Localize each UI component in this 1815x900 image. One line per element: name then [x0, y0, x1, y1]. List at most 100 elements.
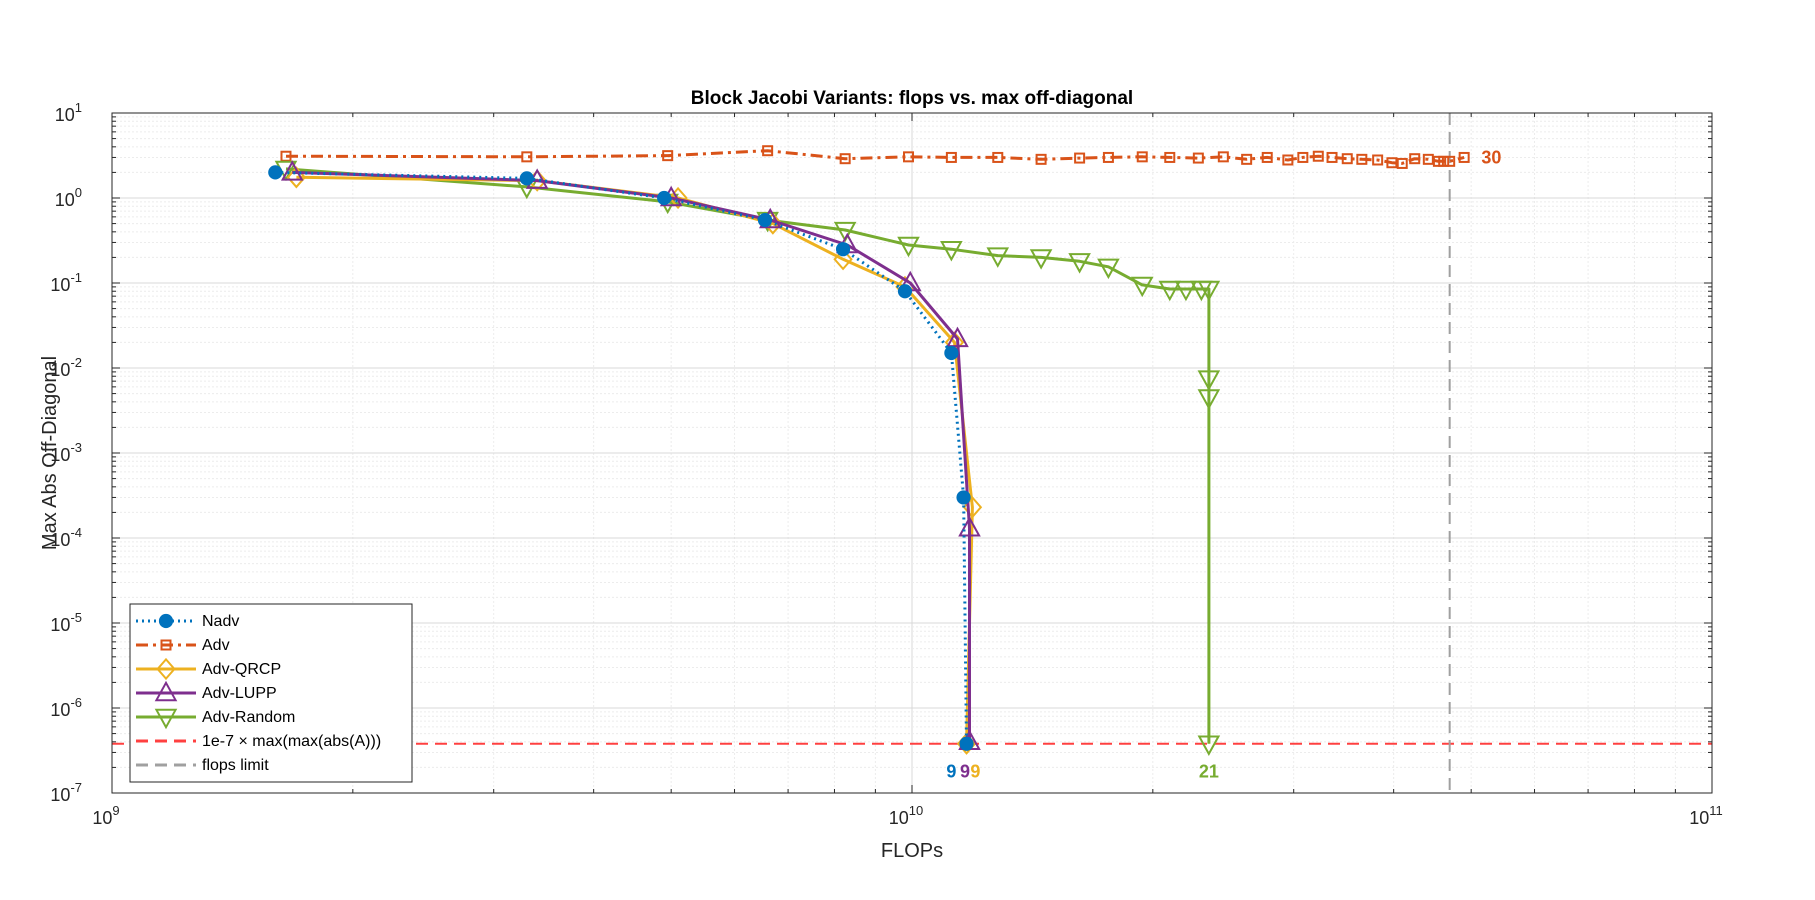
legend-marker — [154, 680, 178, 702]
iteration-count-label: 21 — [1199, 761, 1219, 781]
data-point-adv — [1241, 153, 1253, 165]
data-point-adv-random — [1197, 389, 1221, 410]
data-point-adv-random — [1197, 735, 1221, 756]
legend-label: Adv — [202, 637, 230, 654]
data-point-adv — [992, 151, 1004, 163]
data-point-adv — [762, 145, 774, 157]
data-point-adv-lupp — [946, 326, 969, 348]
y-tick-label: 101 — [55, 100, 82, 125]
data-point-adv-qrcp — [833, 248, 853, 271]
legend-marker — [156, 657, 176, 681]
y-tick-label: 10-5 — [50, 610, 82, 635]
data-point-adv — [1136, 151, 1148, 163]
y-tick-label: 10-3 — [50, 440, 82, 465]
data-point-adv — [1102, 151, 1114, 163]
legend-item-adv-qrcp: Adv-QRCP — [136, 657, 281, 681]
data-point-adv — [1438, 155, 1450, 167]
data-point-adv — [1422, 153, 1434, 165]
grid — [111, 113, 1712, 794]
legend-item-flops-limit: flops limit — [136, 757, 269, 774]
legend-marker — [158, 613, 174, 629]
data-point-adv-lupp — [280, 160, 304, 181]
data-point-nadv — [835, 242, 851, 257]
data-point-nadv — [757, 212, 773, 228]
data-point-adv-random — [1158, 280, 1182, 302]
data-point-adv — [1074, 152, 1086, 164]
legend-label: Adv-QRCP — [202, 661, 281, 678]
data-point-adv-random — [1097, 258, 1120, 280]
data-point-nadv — [519, 171, 534, 186]
data-point-adv — [903, 151, 915, 163]
data-point-nadv — [897, 284, 913, 299]
data-point-adv-random — [1174, 280, 1198, 302]
x-axis-label: FLOPs — [881, 840, 943, 862]
x-tick-label: 109 — [92, 803, 119, 828]
data-point-adv — [1312, 150, 1324, 162]
annotations: 9 9 9 21 30 — [946, 147, 1501, 781]
data-point-adv-lupp — [958, 516, 981, 537]
legend-marker — [160, 639, 172, 651]
legend-label: flops limit — [202, 757, 269, 774]
data-point-adv — [1297, 151, 1309, 163]
data-point-adv — [1282, 154, 1294, 166]
series-adv — [280, 145, 1470, 169]
legend-label: Nadv — [202, 613, 239, 630]
legend-label: Adv-Random — [202, 709, 295, 726]
y-tick-label: 100 — [55, 185, 82, 210]
legend-item-adv-random: Adv-Random — [136, 708, 295, 730]
data-point-nadv — [657, 190, 672, 206]
series-nadv — [268, 165, 974, 751]
ticks: 109 1010 1011 101 100 10-1 10-2 10-3 10-4 10-5 10-… — [50, 100, 1722, 828]
data-point-adv-random — [1068, 253, 1091, 274]
data-point-adv — [521, 151, 533, 163]
data-point-adv — [1458, 151, 1470, 163]
data-point-nadv — [268, 165, 283, 180]
data-point-adv — [1035, 153, 1047, 165]
data-point-adv-random — [1130, 276, 1154, 298]
iteration-count-label: 30 — [1481, 147, 1501, 167]
data-point-adv — [1192, 152, 1204, 164]
legend-item-nadv: Nadv — [136, 613, 239, 630]
data-point-adv — [945, 151, 957, 163]
legend-label: Adv-LUPP — [202, 685, 277, 702]
legend-item-adv: Adv — [136, 637, 230, 654]
y-tick-label: 10-2 — [50, 355, 82, 380]
data-point-adv — [1341, 153, 1353, 165]
y-axis-label: Max Abs Off-Diagonal — [39, 356, 61, 550]
data-point-adv — [839, 153, 851, 165]
data-point-adv-random — [940, 240, 963, 262]
legend-item-1e-7-max-max-abs-a: 1e-7 × max(max(abs(A))) — [136, 733, 381, 750]
y-tick-label: 10-4 — [50, 525, 82, 550]
legend-marker — [154, 708, 178, 730]
data-point-adv — [1326, 151, 1338, 163]
legend-item-adv-lupp: Adv-LUPP — [136, 680, 277, 702]
y-tick-label: 10-7 — [50, 780, 82, 805]
data-point-adv — [1164, 151, 1176, 163]
data-point-adv-random — [1197, 280, 1221, 302]
iteration-count-label: 9 — [960, 761, 970, 781]
series-group — [268, 145, 1470, 756]
data-point-adv — [1261, 151, 1273, 163]
data-point-adv — [1217, 151, 1229, 163]
data-point-nadv — [956, 490, 971, 505]
iteration-count-label: 9 — [946, 761, 956, 781]
legend-label: 1e-7 × max(max(abs(A))) — [202, 733, 381, 750]
data-point-adv-random — [897, 236, 920, 258]
data-point-nadv — [944, 345, 959, 361]
data-point-adv — [1396, 157, 1408, 169]
data-point-adv — [1356, 153, 1368, 165]
data-point-adv — [1386, 157, 1398, 169]
y-tick-label: 10-6 — [50, 695, 82, 720]
chart-title: Block Jacobi Variants: flops vs. max off… — [691, 88, 1133, 109]
data-point-adv — [662, 150, 674, 162]
y-tick-label: 10-1 — [50, 270, 82, 295]
data-point-adv — [1444, 155, 1456, 167]
data-point-adv-qrcp — [668, 186, 688, 210]
data-point-nadv — [959, 736, 974, 751]
data-point-adv — [1409, 153, 1421, 165]
x-tick-label: 1011 — [1689, 803, 1723, 828]
x-tick-label: 1010 — [889, 803, 924, 828]
series-line-adv — [285, 149, 1465, 165]
iteration-count-label: 9 — [970, 761, 980, 781]
